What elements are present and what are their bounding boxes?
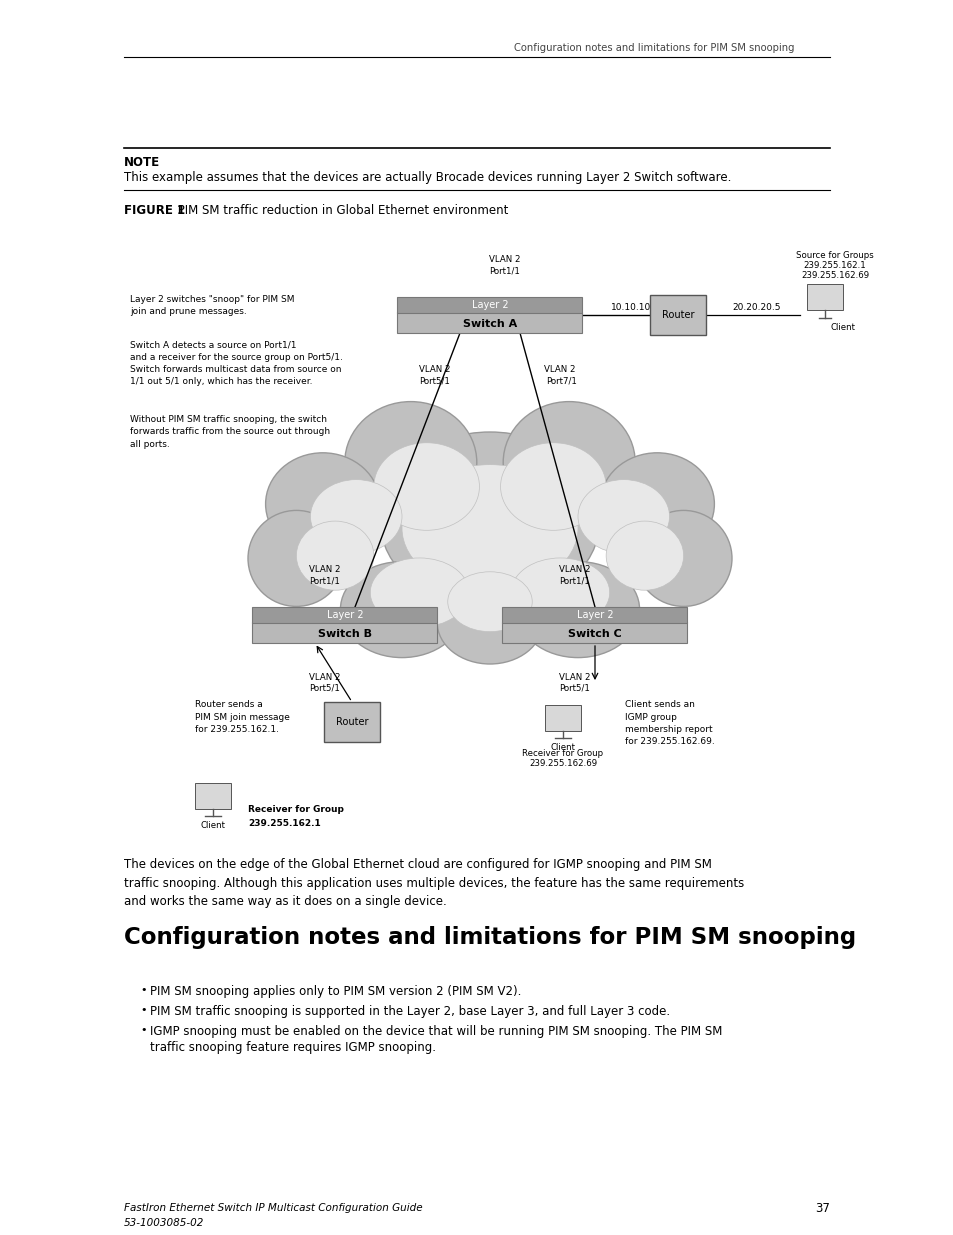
Text: Port7/1: Port7/1 (546, 377, 577, 385)
Ellipse shape (516, 562, 639, 657)
Text: Switch B: Switch B (317, 629, 372, 638)
Ellipse shape (635, 510, 731, 606)
Bar (806, 284, 842, 310)
Text: Port1/1: Port1/1 (309, 577, 340, 585)
Text: FastIron Ethernet Switch IP Multicast Configuration Guide: FastIron Ethernet Switch IP Multicast Co… (124, 1203, 422, 1213)
Text: VLAN 2: VLAN 2 (558, 673, 590, 682)
Text: VLAN 2: VLAN 2 (558, 566, 590, 574)
FancyBboxPatch shape (502, 622, 687, 643)
FancyBboxPatch shape (397, 296, 582, 314)
Text: 239.255.162.1: 239.255.162.1 (802, 261, 865, 269)
Text: •: • (140, 986, 147, 995)
Text: Receiver for Group: Receiver for Group (248, 805, 343, 815)
Text: Router: Router (661, 310, 694, 320)
Text: 37: 37 (814, 1202, 829, 1214)
Ellipse shape (265, 453, 379, 556)
Text: Switch A: Switch A (462, 319, 517, 329)
Text: Router: Router (335, 718, 368, 727)
Ellipse shape (447, 572, 532, 631)
Ellipse shape (436, 580, 542, 664)
Text: Without PIM SM traffic snooping, the switch
forwards traffic from the source out: Without PIM SM traffic snooping, the swi… (130, 415, 330, 450)
Text: PIM SM snooping applies only to PIM SM version 2 (PIM SM V2).: PIM SM snooping applies only to PIM SM v… (150, 986, 521, 998)
Text: This example assumes that the devices are actually Brocade devices running Layer: This example assumes that the devices ar… (124, 172, 731, 184)
Ellipse shape (511, 558, 609, 627)
Text: Layer 2 switches "snoop" for PIM SM
join and prune messages.: Layer 2 switches "snoop" for PIM SM join… (130, 295, 294, 316)
FancyBboxPatch shape (253, 622, 437, 643)
Text: Configuration notes and limitations for PIM SM snooping: Configuration notes and limitations for … (124, 926, 855, 948)
Ellipse shape (599, 453, 714, 556)
Text: 239.255.162.69: 239.255.162.69 (801, 270, 868, 279)
Ellipse shape (401, 464, 578, 592)
Text: NOTE: NOTE (124, 157, 160, 169)
Text: Configuration notes and limitations for PIM SM snooping: Configuration notes and limitations for … (514, 43, 794, 53)
Text: IGMP snooping must be enabled on the device that will be running PIM SM snooping: IGMP snooping must be enabled on the dev… (150, 1025, 721, 1037)
Ellipse shape (344, 401, 476, 524)
Text: Port5/1: Port5/1 (419, 377, 450, 385)
Ellipse shape (500, 443, 605, 530)
Text: Router sends a
PIM SM join message
for 239.255.162.1.: Router sends a PIM SM join message for 2… (194, 700, 290, 734)
Text: 10.10.10.5: 10.10.10.5 (610, 304, 659, 312)
Text: Port1/1: Port1/1 (489, 267, 520, 275)
FancyBboxPatch shape (502, 606, 687, 624)
Text: •: • (140, 1005, 147, 1015)
Ellipse shape (370, 558, 468, 627)
Text: Receiver for Group: Receiver for Group (522, 750, 603, 758)
Text: VLAN 2: VLAN 2 (309, 673, 340, 682)
Text: PIM SM traffic reduction in Global Ethernet environment: PIM SM traffic reduction in Global Ether… (173, 204, 508, 216)
Text: The devices on the edge of the Global Ethernet cloud are configured for IGMP sno: The devices on the edge of the Global Et… (124, 858, 743, 908)
Text: Client: Client (200, 821, 225, 830)
Ellipse shape (605, 521, 683, 590)
Text: Layer 2: Layer 2 (471, 300, 508, 310)
Text: VLAN 2: VLAN 2 (309, 566, 340, 574)
Text: Port5/1: Port5/1 (309, 683, 340, 693)
Bar (544, 705, 580, 731)
Bar (324, 701, 379, 742)
FancyBboxPatch shape (397, 312, 582, 333)
Bar (194, 783, 231, 809)
Ellipse shape (248, 510, 344, 606)
Text: •: • (140, 1025, 147, 1035)
Text: FIGURE 1: FIGURE 1 (124, 204, 185, 216)
Text: VLAN 2: VLAN 2 (418, 366, 450, 374)
Text: Layer 2: Layer 2 (326, 610, 363, 620)
Text: VLAN 2: VLAN 2 (543, 366, 576, 374)
Text: Client sends an
IGMP group
membership report
for 239.255.162.69.: Client sends an IGMP group membership re… (624, 700, 714, 746)
Ellipse shape (379, 432, 599, 608)
Ellipse shape (502, 401, 635, 524)
Ellipse shape (296, 521, 374, 590)
Text: 239.255.162.1: 239.255.162.1 (248, 819, 320, 827)
Text: Port1/1: Port1/1 (559, 577, 590, 585)
Text: Client: Client (830, 324, 855, 332)
Text: 53-1003085-02: 53-1003085-02 (124, 1218, 204, 1228)
Text: PIM SM traffic snooping is supported in the Layer 2, base Layer 3, and full Laye: PIM SM traffic snooping is supported in … (150, 1005, 669, 1018)
FancyBboxPatch shape (253, 606, 437, 624)
Text: Port5/1: Port5/1 (559, 683, 590, 693)
Text: traffic snooping feature requires IGMP snooping.: traffic snooping feature requires IGMP s… (150, 1041, 436, 1053)
Ellipse shape (340, 562, 463, 657)
Text: Switch A detects a source on Port1/1
and a receiver for the source group on Port: Switch A detects a source on Port1/1 and… (130, 340, 342, 387)
Ellipse shape (578, 479, 669, 553)
Ellipse shape (374, 443, 479, 530)
Text: 20.20.20.5: 20.20.20.5 (732, 304, 781, 312)
Ellipse shape (310, 479, 401, 553)
Text: VLAN 2: VLAN 2 (489, 256, 520, 264)
Text: Layer 2: Layer 2 (576, 610, 613, 620)
Text: Switch C: Switch C (568, 629, 621, 638)
Text: 239.255.162.69: 239.255.162.69 (528, 760, 597, 768)
Text: Client: Client (550, 743, 575, 752)
Bar (649, 295, 705, 335)
Text: Source for Groups: Source for Groups (796, 251, 873, 259)
